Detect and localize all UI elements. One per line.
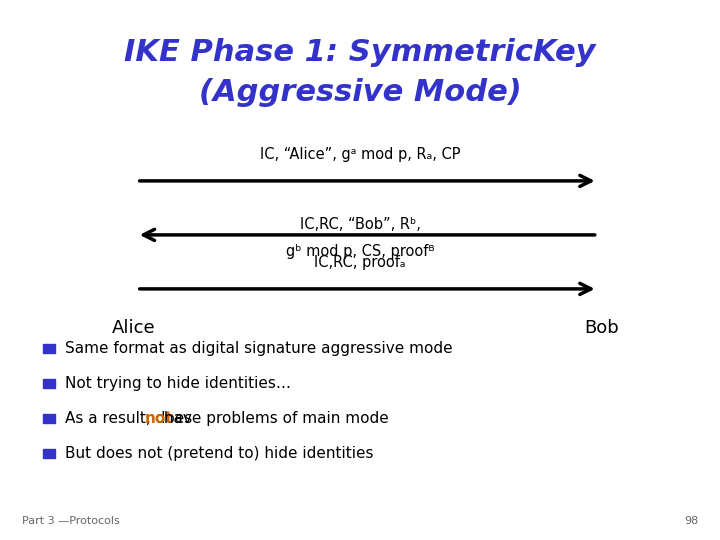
Text: But does not (pretend to) hide identities: But does not (pretend to) hide identitie…: [65, 446, 373, 461]
Text: have problems of main mode: have problems of main mode: [158, 411, 388, 426]
Bar: [43, 449, 55, 458]
Text: 98: 98: [684, 516, 698, 526]
Text: IC, “Alice”, gᵃ mod p, Rₐ, CP: IC, “Alice”, gᵃ mod p, Rₐ, CP: [260, 147, 460, 162]
Text: IKE Phase 1: SymmetricKey: IKE Phase 1: SymmetricKey: [125, 38, 595, 67]
Text: (Aggressive Mode): (Aggressive Mode): [199, 78, 521, 107]
Text: not: not: [145, 411, 174, 426]
Bar: [43, 344, 55, 353]
Text: Same format as digital signature aggressive mode: Same format as digital signature aggress…: [65, 341, 452, 356]
Text: Not trying to hide identities…: Not trying to hide identities…: [65, 376, 291, 391]
Text: 🧍: 🧍: [121, 203, 145, 245]
Text: IC,RC, “Bob”, Rᵇ,: IC,RC, “Bob”, Rᵇ,: [300, 217, 420, 232]
Text: Alice: Alice: [112, 319, 155, 336]
Text: Bob: Bob: [584, 319, 618, 336]
Text: As a result, does: As a result, does: [65, 411, 197, 426]
Bar: [43, 379, 55, 388]
Bar: [43, 414, 55, 423]
Text: Part 3 —Protocols: Part 3 —Protocols: [22, 516, 120, 526]
Text: IC,RC, proofₐ: IC,RC, proofₐ: [314, 255, 406, 270]
Text: gᵇ mod p, CS, proofᴮ: gᵇ mod p, CS, proofᴮ: [286, 244, 434, 259]
